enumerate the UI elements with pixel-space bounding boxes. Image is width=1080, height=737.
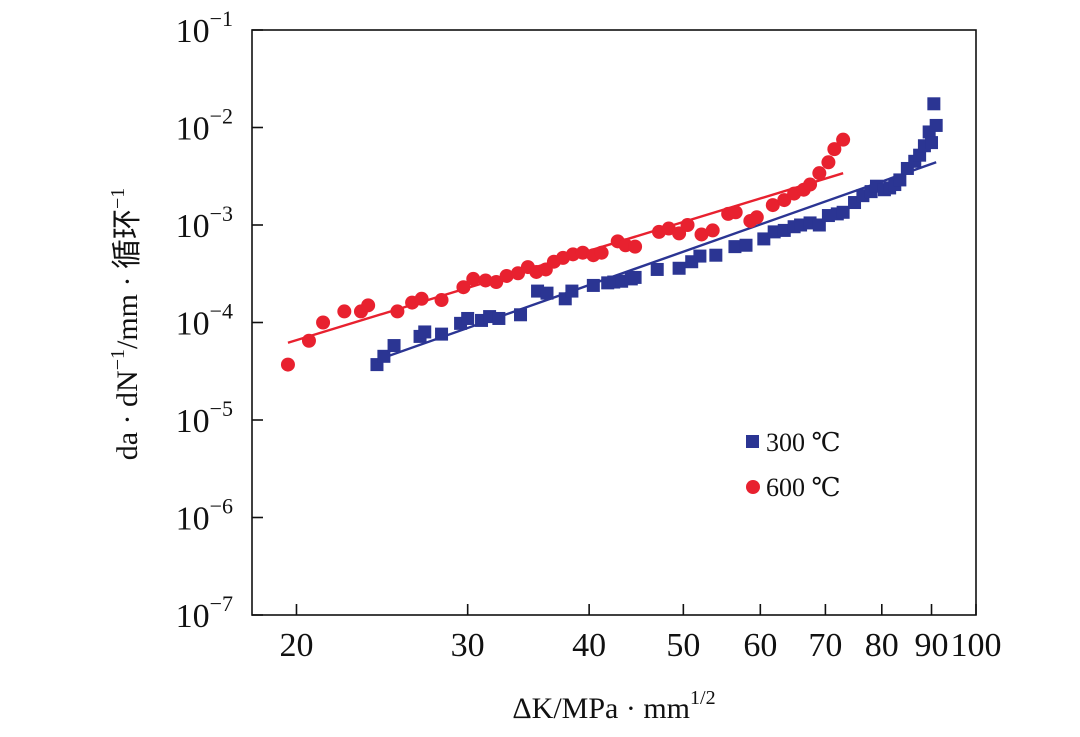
data-point-300 (514, 308, 528, 322)
data-point-600 (466, 271, 481, 286)
x-tick-label: 20 (279, 627, 313, 664)
data-point-600 (680, 218, 695, 232)
data-point-300 (418, 325, 432, 339)
data-point-300 (377, 349, 391, 363)
y-tick-label: 10−6 (176, 494, 233, 538)
y-tick-label: 10−1 (176, 6, 233, 50)
legend-label-600: 600 ℃ (766, 473, 841, 502)
fit-line-300 (373, 161, 937, 363)
data-point-600 (728, 205, 743, 220)
x-tick-label: 70 (808, 627, 842, 664)
data-point-600 (361, 298, 376, 313)
data-point-600 (390, 304, 405, 319)
data-markers (280, 97, 943, 372)
x-tick-label: 30 (451, 627, 485, 664)
data-point-600 (414, 291, 429, 306)
data-point-300 (693, 249, 707, 263)
x-tick-label: 40 (572, 627, 606, 664)
data-point-300 (387, 339, 401, 353)
data-point-300 (836, 205, 850, 219)
data-point-300 (586, 278, 600, 292)
legend-label-300: 300 ℃ (766, 428, 841, 457)
data-point-600 (812, 166, 827, 181)
data-point-600 (749, 210, 764, 225)
data-point-300 (893, 173, 907, 187)
data-point-600 (316, 315, 331, 330)
plot-frame (251, 29, 977, 616)
data-point-600 (836, 132, 851, 147)
data-point-600 (694, 227, 709, 242)
data-point-300 (540, 286, 554, 300)
data-point-300 (492, 311, 506, 325)
data-point-600 (821, 155, 836, 170)
data-point-600 (827, 142, 842, 157)
data-point-600 (777, 193, 792, 208)
data-point-600 (301, 333, 316, 348)
fit-lines (287, 161, 937, 363)
data-point-600 (456, 280, 471, 295)
data-point-600 (594, 245, 609, 260)
data-point-300 (927, 97, 941, 111)
data-point-300 (461, 311, 475, 325)
data-point-600 (489, 275, 504, 290)
y-tick-label: 10−5 (176, 396, 233, 440)
x-tick-label: 60 (743, 627, 777, 664)
y-tick-label: 10−7 (176, 591, 233, 635)
data-point-300 (435, 327, 449, 341)
x-tick-label: 80 (865, 627, 899, 664)
data-point-600 (478, 273, 493, 288)
y-tick-label: 10−2 (176, 104, 233, 148)
data-point-600 (765, 198, 780, 213)
data-point-300 (650, 262, 664, 276)
data-point-600 (705, 223, 720, 238)
data-point-600 (434, 293, 449, 308)
data-point-600 (337, 304, 352, 319)
y-tick-label: 10−3 (176, 201, 233, 245)
data-point-300 (728, 240, 742, 254)
x-tick-label: 90 (915, 627, 949, 664)
data-point-300 (709, 248, 723, 262)
legend: 300 ℃ 600 ℃ (746, 428, 841, 502)
data-point-300 (757, 232, 771, 246)
data-point-300 (672, 261, 686, 275)
data-point-300 (565, 284, 579, 298)
data-point-300 (767, 225, 781, 239)
data-point-600 (280, 357, 295, 372)
data-point-300 (929, 118, 943, 132)
legend-marker-600 (746, 480, 760, 494)
y-axis-ticks: 10−7 10−6 10−5 10−4 10−3 10−2 10−1 (176, 6, 263, 635)
x-tick-label: 50 (666, 627, 700, 664)
y-tick-label: 10−4 (176, 299, 233, 343)
data-point-300 (628, 270, 642, 284)
legend-marker-300 (746, 435, 759, 448)
x-axis-ticks: 20 30 40 50 60 70 80 90 100 (279, 604, 1002, 664)
data-point-300 (739, 238, 753, 252)
y-axis-title: da · dN−1/mm · 循环−1 (107, 188, 144, 461)
data-point-300 (925, 136, 939, 150)
data-point-600 (803, 177, 818, 192)
data-point-600 (499, 268, 514, 283)
x-axis-title: ΔK/MPa · mm1/2 (512, 687, 715, 725)
x-tick-label: 100 (951, 627, 1002, 664)
data-point-600 (575, 245, 590, 260)
data-point-600 (628, 239, 643, 254)
data-point-300 (777, 223, 791, 237)
